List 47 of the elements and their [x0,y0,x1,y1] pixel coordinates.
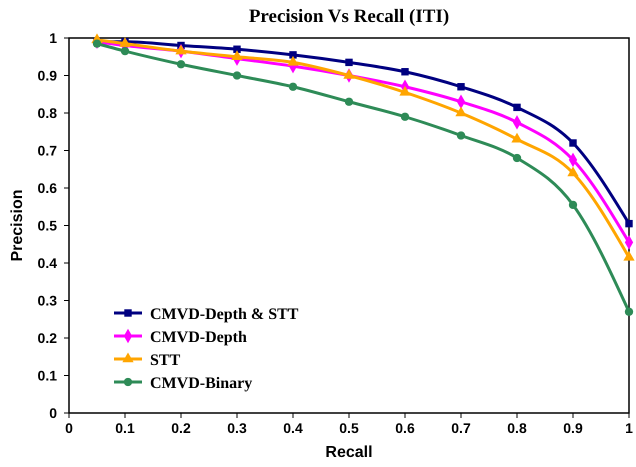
x-tick-label: 0.1 [115,420,135,436]
x-tick-label: 0.8 [507,420,527,436]
x-tick-label: 0.3 [227,420,247,436]
point [624,308,634,316]
legend-label: CMVD-Depth & STT [150,306,299,323]
x-tick-label: 0.6 [395,420,415,436]
y-tick-label: 0.4 [38,255,58,271]
y-tick-label: 0 [49,405,58,421]
point [512,154,522,162]
point [176,60,186,68]
x-tick-label: 1 [625,420,634,436]
point [513,104,521,112]
x-tick-label: 0.9 [563,420,583,436]
point [568,200,578,210]
y-tick-label: 0.2 [38,330,58,346]
point [457,83,465,90]
point [456,131,466,140]
point [92,39,102,48]
point [625,220,633,228]
point [344,98,354,106]
point [511,132,523,143]
point [120,46,130,56]
point [232,71,242,80]
y-tick-label: 0.1 [38,368,58,384]
x-tick-label: 0.4 [283,420,303,436]
point [401,68,409,76]
y-axis-title: Precision [9,189,26,262]
chart-title: Precision Vs Recall (ITI) [248,6,450,27]
point [345,58,353,66]
y-tick-label: 0.7 [38,142,58,158]
point [231,50,243,60]
x-tick-label: 0.7 [451,420,471,436]
x-tick-label: 0.2 [171,420,191,436]
y-tick-label: 0.3 [38,292,58,308]
x-axis-title: Recall [325,444,373,461]
legend-label: CMVD-Depth [150,329,247,346]
y-tick-label: 0.9 [38,68,58,84]
x-tick-label: 0 [65,420,74,436]
legend-label: STT [150,352,181,369]
y-tick-label: 0.5 [38,218,58,234]
point [288,82,298,91]
x-tick-label: 0.5 [339,420,359,436]
y-tick-label: 0.6 [38,180,58,196]
point [400,112,410,121]
y-tick-label: 1 [49,30,58,46]
y-tick-label: 0.8 [38,105,58,121]
legend-label: CMVD-Binary [150,375,252,392]
